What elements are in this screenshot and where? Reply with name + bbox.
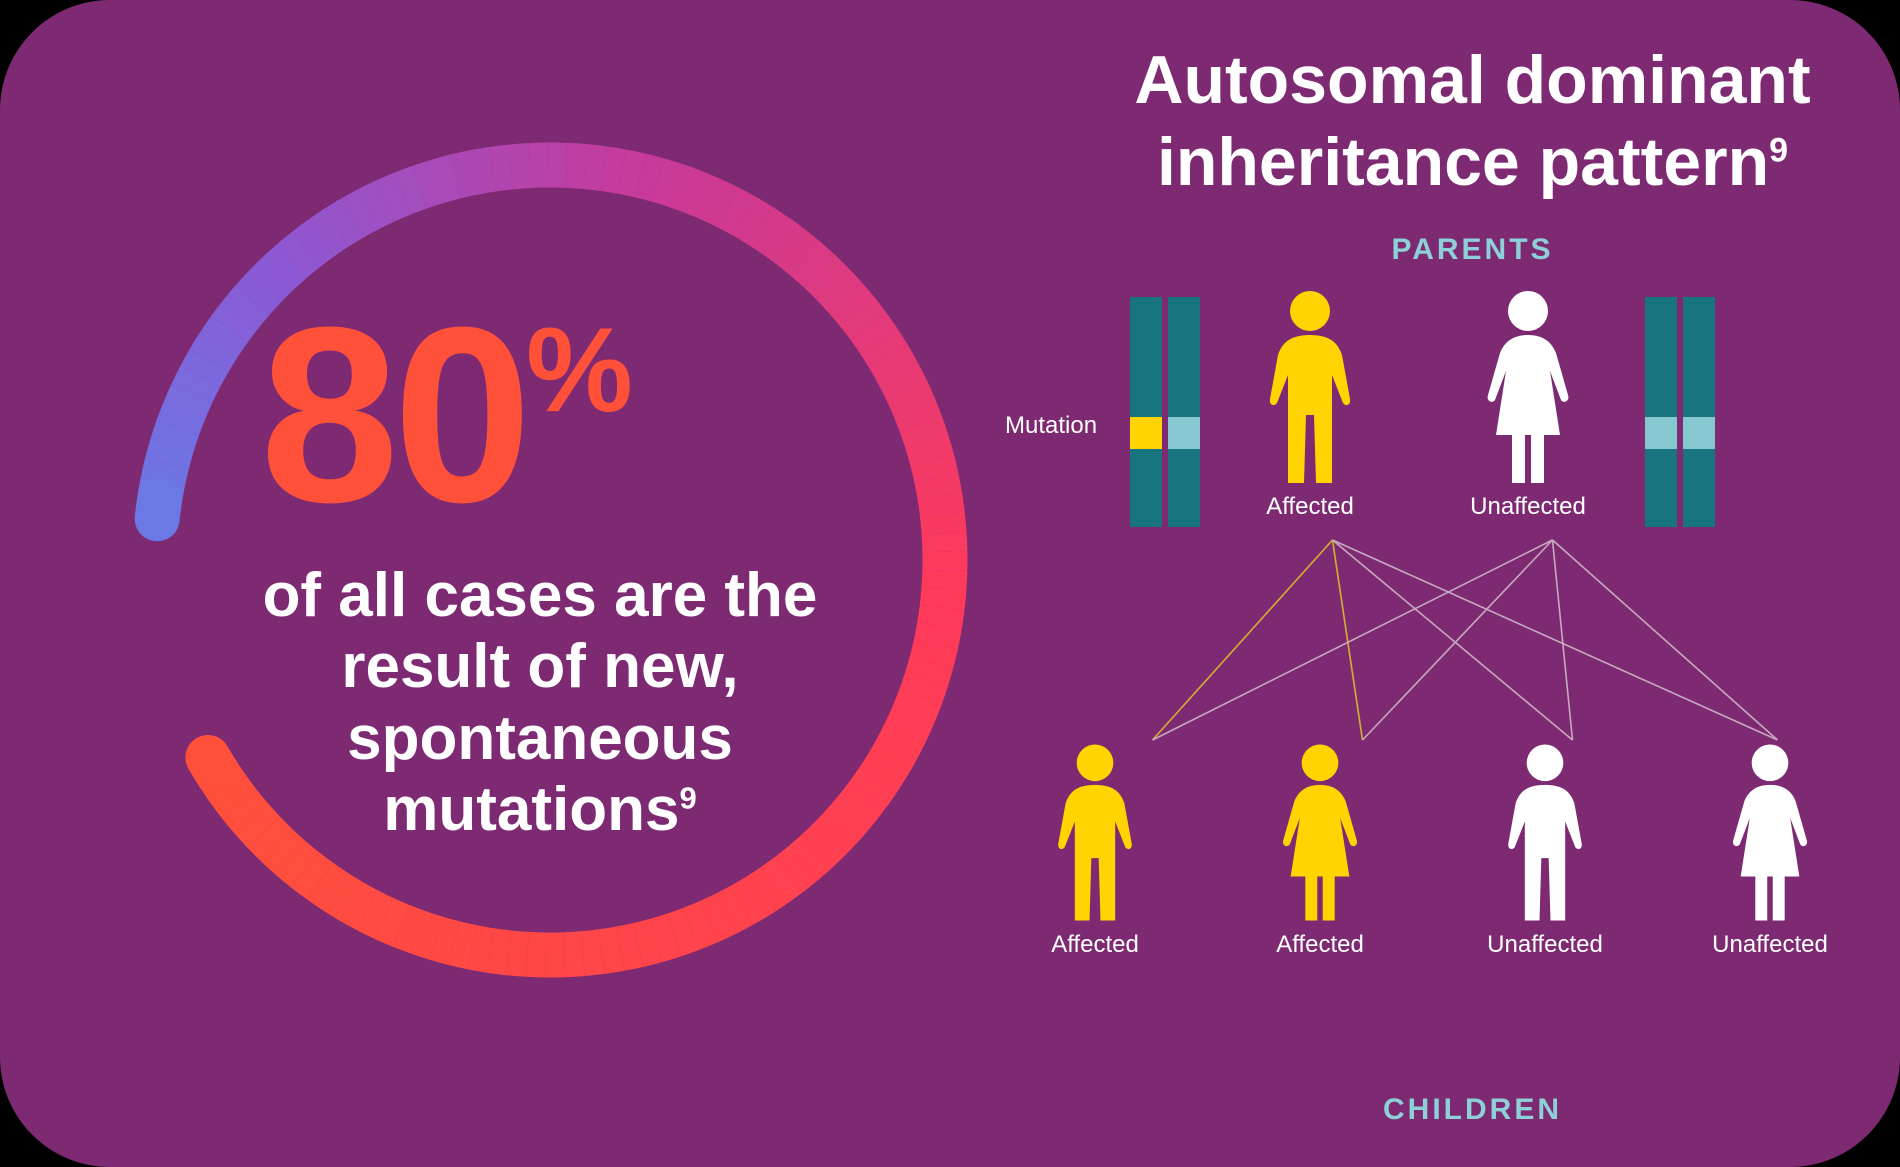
stat-headline: 80% — [260, 290, 633, 540]
inheritance-lines — [1045, 530, 1900, 750]
title-citation: 9 — [1769, 131, 1788, 169]
chromosome-bar — [1645, 297, 1677, 527]
child-4: Unaffected — [1700, 740, 1840, 1000]
card-content: 80% of all cases are the result of new, … — [0, 0, 1900, 1167]
title-text: Autosomal dominant inheritance pattern — [1134, 42, 1810, 200]
male-icon — [1490, 740, 1600, 925]
inheritance-lines-svg — [1045, 530, 1900, 750]
parent-mother: Unaffected — [1458, 287, 1598, 521]
parent-status: Affected — [1240, 493, 1380, 521]
chromosome-pair-affected — [1130, 297, 1200, 527]
parents-label: PARENTS — [1045, 233, 1900, 267]
normal-band — [1683, 417, 1715, 449]
mutation-label: Mutation — [1005, 412, 1097, 440]
male-icon — [1250, 287, 1370, 487]
infographic-card: 80% of all cases are the result of new, … — [0, 0, 1900, 1167]
normal-band — [1168, 417, 1200, 449]
chromosome-pair-unaffected — [1645, 297, 1715, 527]
percent-symbol: % — [526, 303, 633, 437]
female-icon — [1265, 740, 1375, 925]
left-panel: 80% of all cases are the result of new, … — [0, 0, 1045, 1167]
male-icon — [1040, 740, 1150, 925]
chromosome-bar — [1168, 297, 1200, 527]
child-2: Affected — [1250, 740, 1390, 1000]
subtext-body: of all cases are the result of new, spon… — [263, 561, 818, 844]
child-status: Affected — [1250, 931, 1390, 959]
stat-value: 80 — [260, 275, 526, 554]
mutation-band — [1130, 417, 1162, 449]
pedigree-title: Autosomal dominant inheritance pattern9 — [1045, 40, 1900, 203]
right-panel: Autosomal dominant inheritance pattern9 … — [1045, 0, 1900, 1167]
child-status: Unaffected — [1700, 931, 1840, 959]
children-label: CHILDREN — [1045, 1093, 1900, 1127]
child-status: Affected — [1025, 931, 1165, 959]
stat-subtext: of all cases are the result of new, spon… — [220, 560, 860, 845]
children-row: Affected Affected Unaffected Unaffected — [1025, 740, 1840, 1000]
normal-band — [1645, 417, 1677, 449]
parent-status: Unaffected — [1458, 493, 1598, 521]
child-1: Affected — [1025, 740, 1165, 1000]
parent-father: Affected — [1240, 287, 1380, 521]
subtext-citation: 9 — [679, 780, 696, 815]
child-status: Unaffected — [1475, 931, 1615, 959]
chromosome-bar — [1130, 297, 1162, 527]
child-3: Unaffected — [1475, 740, 1615, 1000]
female-icon — [1715, 740, 1825, 925]
female-icon — [1468, 287, 1588, 487]
chromosome-bar — [1683, 297, 1715, 527]
